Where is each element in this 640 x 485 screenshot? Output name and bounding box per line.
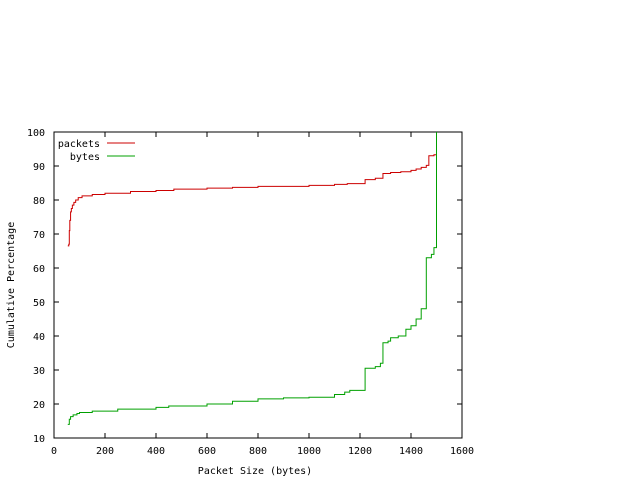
y-tick-label: 10: [33, 434, 45, 445]
y-tick-label: 30: [33, 366, 45, 377]
series-layer: [67, 132, 437, 425]
x-tick-label: 1600: [450, 446, 474, 457]
legend: packets bytes: [58, 139, 135, 163]
series-line-bytes: [67, 132, 437, 425]
y-axis: 10 20 30 40 50 60 70 80 90 100: [27, 128, 462, 445]
y-tick-label: 60: [33, 264, 45, 275]
plot-frame: [53, 131, 463, 439]
y-tick-label: 20: [33, 400, 45, 411]
legend-label-packets: packets: [58, 139, 100, 150]
y-axis-label: Cumulative Percentage: [6, 222, 17, 348]
x-tick-label: 800: [249, 446, 267, 457]
y-tick-label: 70: [33, 230, 45, 241]
x-axis-label: Packet Size (bytes): [198, 466, 312, 477]
x-tick-label: 200: [96, 446, 114, 457]
x-tick-label: 1200: [348, 446, 372, 457]
x-axis: 0 200 400 600 800 1000 1200 1400 1600: [51, 132, 474, 457]
x-tick-label: 1000: [297, 446, 321, 457]
x-tick-label: 1400: [399, 446, 423, 457]
y-tick-label: 100: [27, 128, 45, 139]
x-tick-label: 600: [198, 446, 216, 457]
x-tick-label: 400: [147, 446, 165, 457]
series-line-packets: [67, 153, 437, 247]
legend-label-bytes: bytes: [70, 152, 100, 163]
y-tick-label: 90: [33, 162, 45, 173]
y-tick-label: 50: [33, 298, 45, 309]
y-tick-label: 80: [33, 196, 45, 207]
x-tick-label: 0: [51, 446, 57, 457]
y-tick-label: 40: [33, 332, 45, 343]
